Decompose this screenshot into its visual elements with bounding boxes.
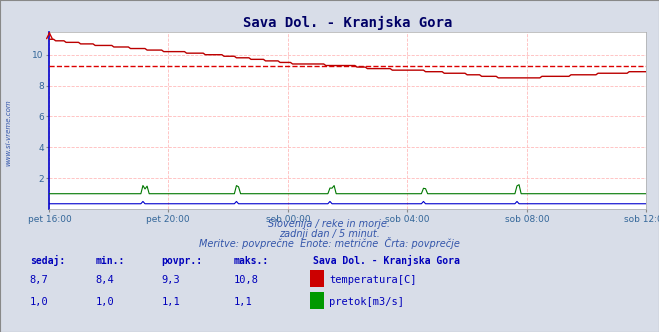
Text: 8,7: 8,7: [30, 275, 48, 285]
Text: Slovenija / reke in morje.: Slovenija / reke in morje.: [268, 219, 391, 229]
Text: maks.:: maks.:: [234, 256, 269, 266]
Text: 8,4: 8,4: [96, 275, 114, 285]
Text: povpr.:: povpr.:: [161, 256, 202, 266]
Text: pretok[m3/s]: pretok[m3/s]: [330, 297, 405, 307]
Text: 10,8: 10,8: [234, 275, 259, 285]
Text: 9,3: 9,3: [161, 275, 180, 285]
Text: zadnji dan / 5 minut.: zadnji dan / 5 minut.: [279, 229, 380, 239]
Text: 1,0: 1,0: [30, 297, 48, 307]
Text: 1,1: 1,1: [234, 297, 252, 307]
Text: min.:: min.:: [96, 256, 125, 266]
Text: temperatura[C]: temperatura[C]: [330, 275, 417, 285]
Text: 1,0: 1,0: [96, 297, 114, 307]
Text: sedaj:: sedaj:: [30, 255, 65, 266]
Text: www.si-vreme.com: www.si-vreme.com: [5, 99, 12, 166]
Text: Sava Dol. - Kranjska Gora: Sava Dol. - Kranjska Gora: [313, 255, 460, 266]
Text: 1,1: 1,1: [161, 297, 180, 307]
Text: Meritve: povprečne  Enote: metrične  Črta: povprečje: Meritve: povprečne Enote: metrične Črta:…: [199, 237, 460, 249]
Title: Sava Dol. - Kranjska Gora: Sava Dol. - Kranjska Gora: [243, 16, 452, 30]
